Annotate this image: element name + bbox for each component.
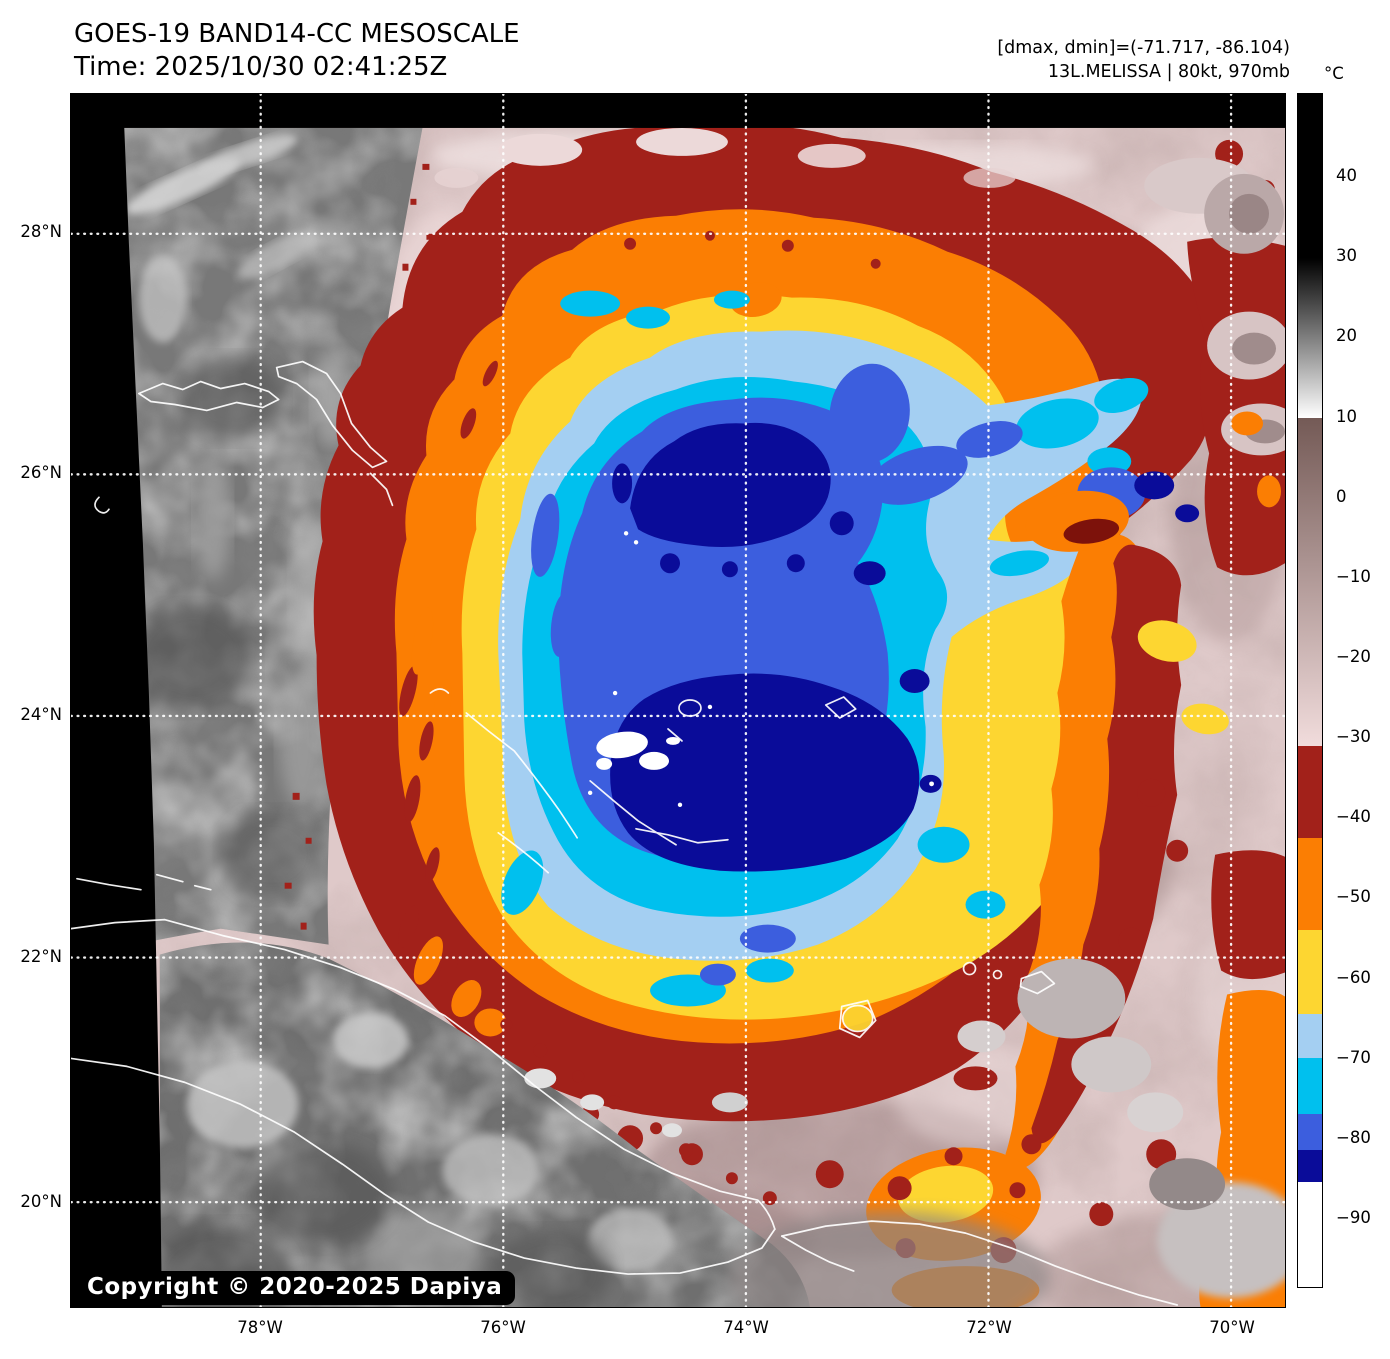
- lon-tick-label: 72°W: [966, 1318, 1012, 1337]
- lat-tick-label: 24°N: [20, 705, 62, 724]
- figure-title: GOES-19 BAND14-CC MESOSCALE Time: 2025/1…: [74, 18, 520, 84]
- navy-cold-patches: [612, 463, 1200, 793]
- lat-tick-label: 26°N: [20, 463, 62, 482]
- colorbar-tick-label: 20: [1336, 326, 1357, 346]
- colorbar: [1297, 93, 1323, 1288]
- lon-tick-label: 76°W: [480, 1318, 526, 1337]
- coastlines: [71, 360, 1179, 1306]
- colorbar-tick-label: 40: [1336, 166, 1357, 186]
- colorbar-tick-label: −50: [1336, 887, 1371, 907]
- lat-tick-label: 20°N: [20, 1192, 62, 1211]
- title-line-1: GOES-19 BAND14-CC MESOSCALE: [74, 19, 520, 49]
- colorbar-tick-label: 10: [1336, 406, 1357, 426]
- hurricane-core-rings: [313, 124, 1218, 1122]
- title-line-2: Time: 2025/10/30 02:41:25Z: [74, 52, 448, 82]
- lat-tick-label: 28°N: [20, 222, 62, 241]
- colorbar-tick-label: −30: [1336, 727, 1371, 747]
- lon-tick-label: 70°W: [1209, 1318, 1255, 1337]
- colorbar-tick-label: −20: [1336, 647, 1371, 667]
- colorbar-tick-label: −90: [1336, 1208, 1371, 1228]
- colorbar-tick-label: −80: [1336, 1127, 1371, 1147]
- dmax-dmin-readout: [dmax, dmin]=(-71.717, -86.104): [997, 38, 1290, 58]
- storm-id-intensity: 13L.MELISSA | 80kt, 970mb: [1047, 62, 1290, 82]
- colorbar-tick-label: −70: [1336, 1047, 1371, 1067]
- satellite-map: Copyright © 2020-2025 Dapiya: [70, 93, 1286, 1308]
- lat-tick-label: 22°N: [20, 947, 62, 966]
- off-scan-black-region: [71, 94, 1285, 1307]
- colorbar-unit-label: °C: [1324, 64, 1344, 83]
- colorbar-tick-label: −40: [1336, 807, 1371, 827]
- storm-annotation: [dmax, dmin]=(-71.717, -86.104) 13L.MELI…: [997, 36, 1290, 84]
- colorbar-tick-label: −10: [1336, 566, 1371, 586]
- copyright-badge: Copyright © 2020-2025 Dapiya: [74, 1271, 516, 1305]
- colorbar-tick-label: 30: [1336, 246, 1357, 266]
- coldest-tops-white-specks: [587, 531, 934, 808]
- colorbar-tick-label: 0: [1336, 486, 1347, 506]
- satellite-imagery: [71, 94, 1285, 1307]
- graticule-gridlines: [71, 94, 1285, 1307]
- colorbar-tick-label: −60: [1336, 967, 1371, 987]
- lon-tick-label: 74°W: [723, 1318, 769, 1337]
- lon-tick-label: 78°W: [237, 1318, 283, 1337]
